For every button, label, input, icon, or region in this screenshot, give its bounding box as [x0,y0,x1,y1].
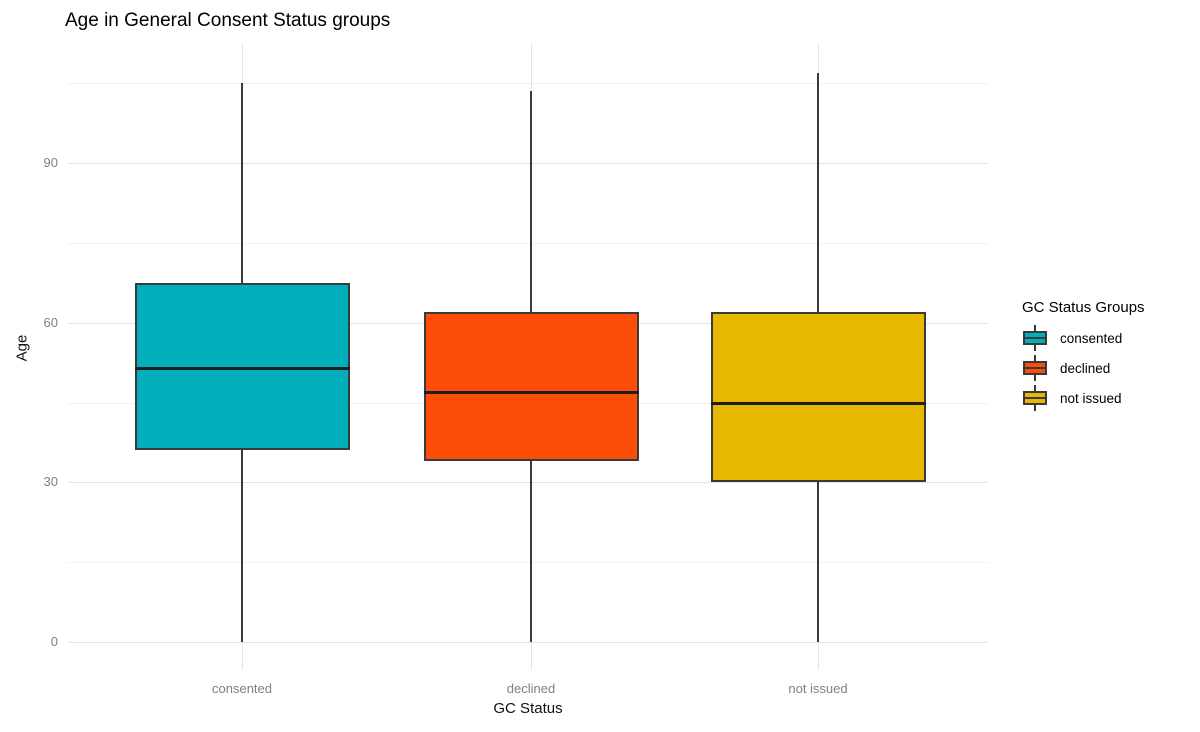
boxplot-key-icon [1022,325,1048,351]
x-tick-label: consented [212,681,272,696]
key-median-line [1023,397,1047,399]
box-consented [134,282,350,451]
y-minor-gridline [68,242,988,244]
legend-label: declined [1060,360,1111,376]
legend: GC Status Groups consented declined not is… [1022,299,1145,415]
legend-title: GC Status Groups [1022,299,1145,316]
legend-label: consented [1060,330,1123,346]
legend-label: not issued [1060,390,1122,406]
median-declined [423,390,639,394]
box-not-issued [710,312,926,483]
plot-panel [68,44,988,670]
x-tick-label: not issued [788,681,848,696]
box-declined [423,312,639,462]
y-tick-label: 30 [43,474,58,490]
y-tick-label: 60 [43,314,58,330]
y-major-gridline [68,482,988,484]
y-major-gridline [68,163,988,164]
key-median-line [1023,367,1047,369]
boxplot-key-icon [1022,355,1048,381]
legend-item-declined: declined [1022,355,1145,381]
y-major-gridline [68,642,988,643]
legend-items: consented declined not issued [1022,325,1145,411]
legend-item-consented: consented [1022,325,1145,351]
x-tick-label: declined [506,681,556,696]
y-minor-gridline [68,562,988,564]
chart-title: Age in General Consent Status groups [65,10,391,31]
y-minor-gridline [68,83,988,85]
y-axis-title: Age [13,334,31,362]
legend-item-not-issued: not issued [1022,385,1145,411]
y-tick-label: 90 [43,155,58,170]
boxplot-key-icon [1022,385,1048,411]
y-tick-label: 0 [50,634,58,649]
key-median-line [1023,337,1047,339]
median-not-issued [710,401,926,405]
x-axis-title: GC Status [493,700,563,717]
median-consented [134,366,350,370]
